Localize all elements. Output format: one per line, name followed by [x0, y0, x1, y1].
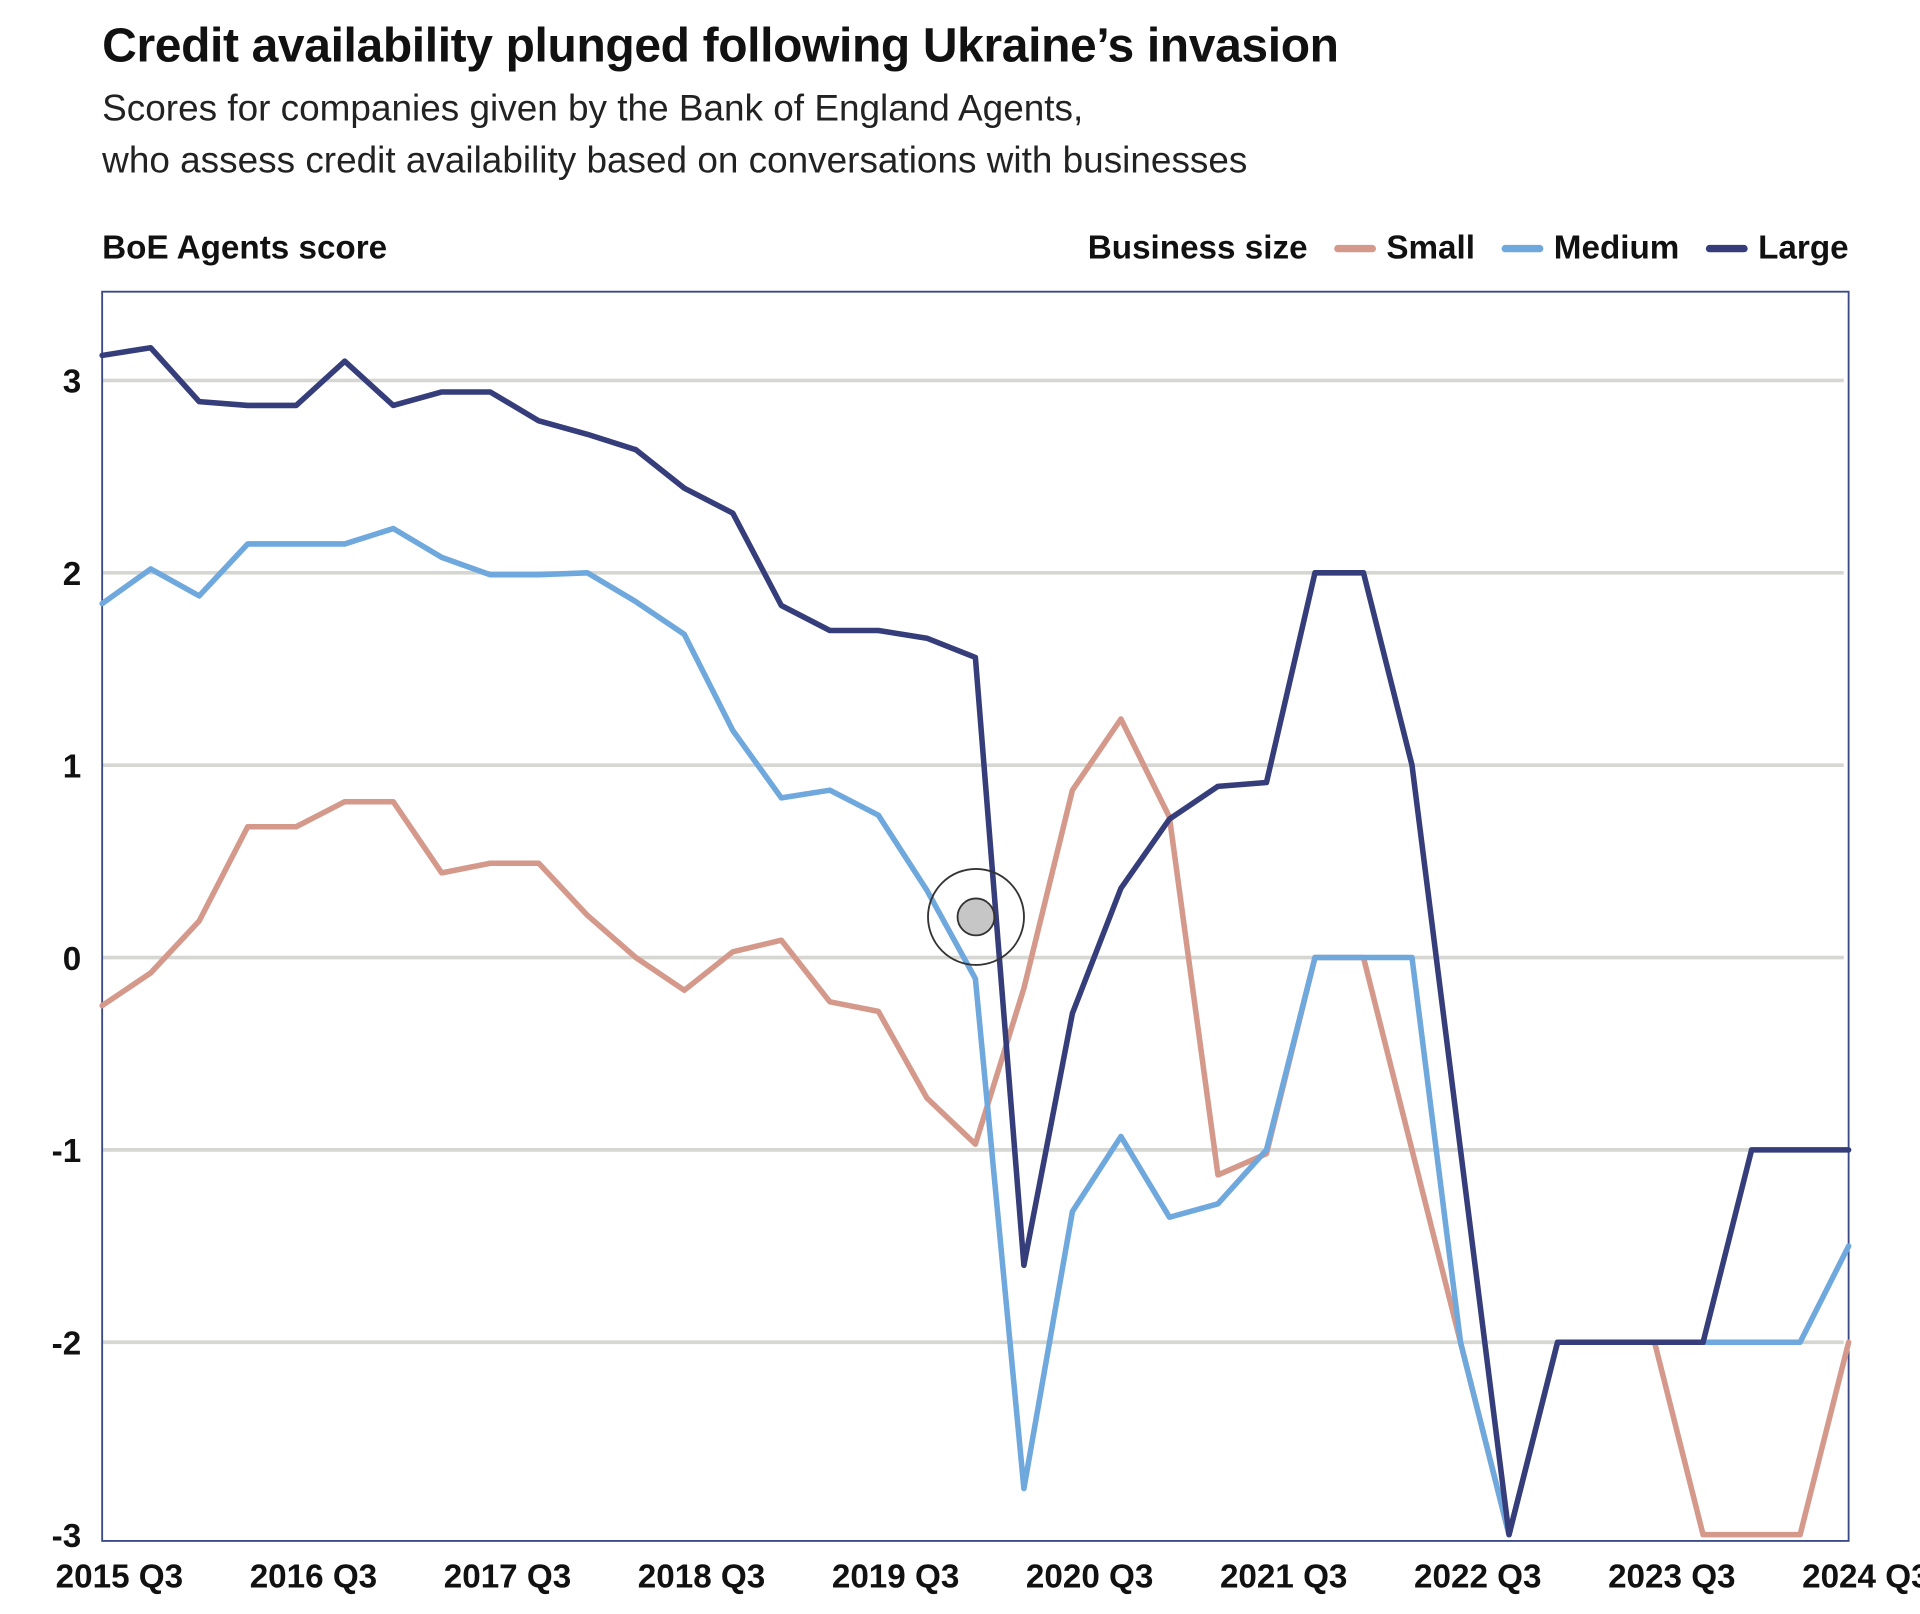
x-tick-label: 2022 Q3 — [1414, 1559, 1541, 1596]
y-tick-label: -2 — [52, 1326, 82, 1363]
y-tick-label: 3 — [63, 364, 81, 401]
x-tick-label: 2023 Q3 — [1608, 1559, 1735, 1596]
legend-swatch-small — [1334, 244, 1377, 252]
cursor-dot-icon — [956, 897, 996, 937]
y-tick-label: -1 — [52, 1133, 82, 1170]
x-tick-label: 2017 Q3 — [444, 1559, 571, 1596]
chart-subtitle-line-2: who assess credit availability based on … — [102, 140, 1248, 181]
x-tick-label: 2024 Q3 — [1802, 1559, 1920, 1596]
cursor-ring-icon — [927, 867, 1025, 966]
chart-title: Credit availability plunged following Uk… — [102, 19, 1339, 73]
legend-swatch-large — [1706, 244, 1749, 252]
series-line-large — [99, 344, 1852, 1538]
legend-label-small: Small — [1386, 228, 1476, 266]
x-tick-label: 2018 Q3 — [638, 1559, 765, 1596]
legend-label-large: Large — [1758, 228, 1849, 266]
y-tick-label: 2 — [63, 556, 81, 593]
legend-label-medium: Medium — [1553, 228, 1680, 266]
x-tick-label: 2015 Q3 — [56, 1559, 183, 1596]
y-tick-label: -3 — [52, 1518, 82, 1555]
legend-title: Business size — [1087, 228, 1308, 266]
chart-subtitle-line-1: Scores for companies given by the Bank o… — [102, 88, 1084, 130]
x-tick-label: 2019 Q3 — [832, 1559, 959, 1596]
legend: Business size Small Medium Large — [1088, 229, 1849, 267]
plot-border — [101, 290, 1850, 1542]
series-line-small — [99, 716, 1852, 1538]
x-tick-label: 2016 Q3 — [250, 1559, 377, 1596]
x-tick-label: 2020 Q3 — [1026, 1559, 1153, 1596]
y-tick-label: 0 — [63, 941, 81, 978]
y-tick-label: 1 — [63, 748, 81, 785]
y-axis-label: BoE Agents score — [102, 228, 388, 266]
legend-swatch-medium — [1502, 244, 1544, 252]
x-tick-label: 2021 Q3 — [1220, 1559, 1347, 1596]
